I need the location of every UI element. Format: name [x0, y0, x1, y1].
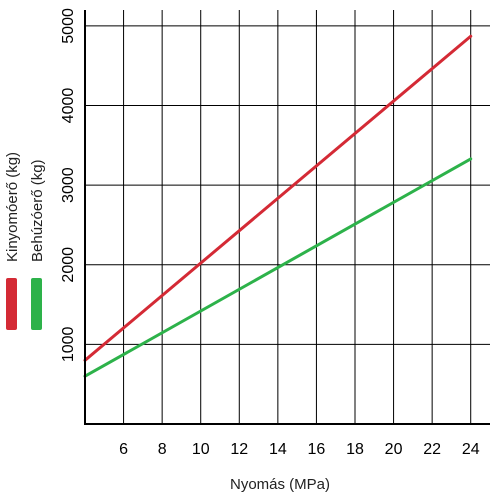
x-axis-title: Nyomás (MPa) — [230, 476, 330, 493]
y-tick-label: 2000 — [60, 247, 77, 283]
series-line-kinyomoero — [83, 34, 473, 362]
legend-swatch-behuzoero — [31, 278, 42, 330]
axes — [84, 10, 490, 425]
x-tick-label: 10 — [192, 441, 210, 458]
legend-label-kinyomoero: Kinyomóerő (kg) — [4, 152, 21, 262]
legend-swatch-kinyomoero — [6, 278, 17, 330]
x-tick-label: 12 — [230, 441, 248, 458]
x-tick-label: 16 — [308, 441, 326, 458]
legend-label-behuzoero: Behúzóerő (kg) — [29, 159, 46, 262]
y-tick-label: 1000 — [60, 326, 77, 362]
x-tick-labels: 6 8 10 12 14 16 18 20 22 24 — [119, 441, 480, 458]
x-tick-label: 14 — [269, 441, 287, 458]
y-tick-label: 3000 — [60, 167, 77, 203]
y-tick-label: 5000 — [60, 8, 77, 44]
y-tick-labels: 1000 2000 3000 4000 5000 — [60, 8, 77, 362]
x-tick-label: 22 — [423, 441, 441, 458]
series-line-behuzoero — [83, 157, 473, 378]
x-tick-label: 24 — [462, 441, 480, 458]
x-tick-label: 20 — [385, 441, 403, 458]
x-tick-label: 18 — [346, 441, 364, 458]
series-lines — [83, 34, 473, 378]
x-tick-label: 6 — [119, 441, 128, 458]
x-tick-label: 8 — [158, 441, 167, 458]
y-tick-label: 4000 — [60, 88, 77, 124]
